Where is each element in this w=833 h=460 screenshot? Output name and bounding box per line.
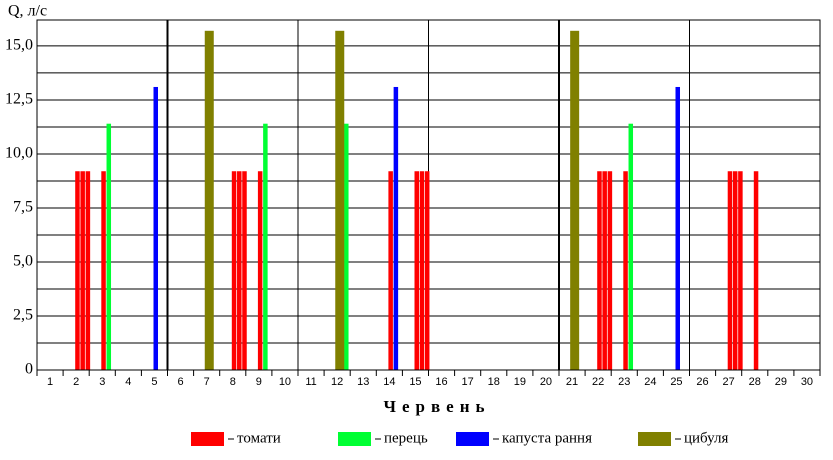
x-tick-label: 9 [256, 376, 262, 388]
bar [753, 171, 759, 370]
x-tick-label: 21 [566, 376, 578, 388]
x-tick-label: 4 [125, 376, 131, 388]
legend-swatch [338, 432, 371, 446]
y-tick-label: 12,5 [5, 91, 33, 108]
x-tick-label: 29 [775, 376, 787, 388]
bar [257, 171, 263, 370]
bar [388, 171, 393, 370]
bar [607, 171, 613, 370]
x-tick-label: 2 [73, 376, 79, 388]
x-tick-label: 11 [305, 376, 316, 388]
x-tick-label: 1 [47, 376, 53, 388]
x-tick-label: 23 [618, 376, 630, 388]
bar [393, 86, 399, 370]
legend-label: капуста рання [502, 430, 592, 446]
bar [570, 30, 580, 371]
x-tick-label: 6 [177, 376, 183, 388]
y-tick-label: 5,0 [13, 253, 33, 270]
y-tick-label: 15,0 [5, 37, 33, 54]
x-tick-label: 28 [749, 376, 761, 388]
y-tick-label: 0 [25, 361, 33, 378]
bar [335, 30, 345, 371]
legend-label: цибуля [684, 430, 728, 446]
plot-frame [36, 19, 821, 371]
bar [675, 86, 681, 370]
bar [101, 171, 106, 370]
x-tick-label: 25 [670, 376, 682, 388]
x-tick-label: 19 [514, 376, 526, 388]
legend-swatch [191, 432, 224, 446]
y-axis-label: Q, л/с [8, 3, 47, 20]
bar [237, 171, 242, 370]
x-tick-label: 30 [801, 376, 813, 388]
legend-label: томати [237, 430, 281, 446]
legend-swatch [456, 432, 489, 446]
x-tick-label: 7 [204, 376, 210, 388]
x-tick-label: 18 [488, 376, 500, 388]
bar [75, 171, 80, 370]
y-tick-label: 7,5 [13, 199, 33, 216]
bar [597, 171, 602, 370]
x-tick-label: 16 [435, 376, 447, 388]
bar [732, 171, 738, 370]
legend-label: перець [384, 430, 428, 446]
x-tick-label: 8 [230, 376, 236, 388]
x-axis-label: Червень [384, 397, 491, 416]
x-tick-label: 22 [592, 376, 604, 388]
bar [414, 171, 420, 370]
bar [419, 171, 425, 370]
x-tick-label: 15 [409, 376, 421, 388]
bar [623, 171, 628, 370]
bar [80, 171, 85, 370]
bar [231, 171, 237, 370]
bar [738, 171, 743, 370]
bar [153, 86, 159, 370]
bar [628, 123, 634, 370]
bar [263, 123, 268, 370]
x-tick-label: 5 [151, 376, 157, 388]
x-tick-label: 13 [357, 376, 369, 388]
bar [602, 171, 607, 370]
x-tick-label: 26 [696, 376, 708, 388]
x-tick-label: 27 [723, 376, 735, 388]
y-tick-label: 2,5 [13, 307, 33, 324]
x-tick-label: 17 [462, 376, 474, 388]
bar [424, 171, 430, 370]
x-tick-label: 3 [99, 376, 105, 388]
legend-swatch [638, 432, 671, 446]
x-tick-label: 20 [540, 376, 552, 388]
bar [727, 171, 733, 370]
bar [242, 171, 247, 370]
bar [204, 30, 214, 371]
x-tick-label: 24 [644, 376, 656, 388]
bar [106, 123, 112, 370]
bar [344, 123, 349, 370]
bar [85, 171, 91, 370]
x-tick-label: 10 [279, 376, 291, 388]
x-tick-label: 14 [383, 376, 395, 388]
x-tick-label: 12 [331, 376, 343, 388]
y-tick-label: 10,0 [5, 145, 33, 162]
